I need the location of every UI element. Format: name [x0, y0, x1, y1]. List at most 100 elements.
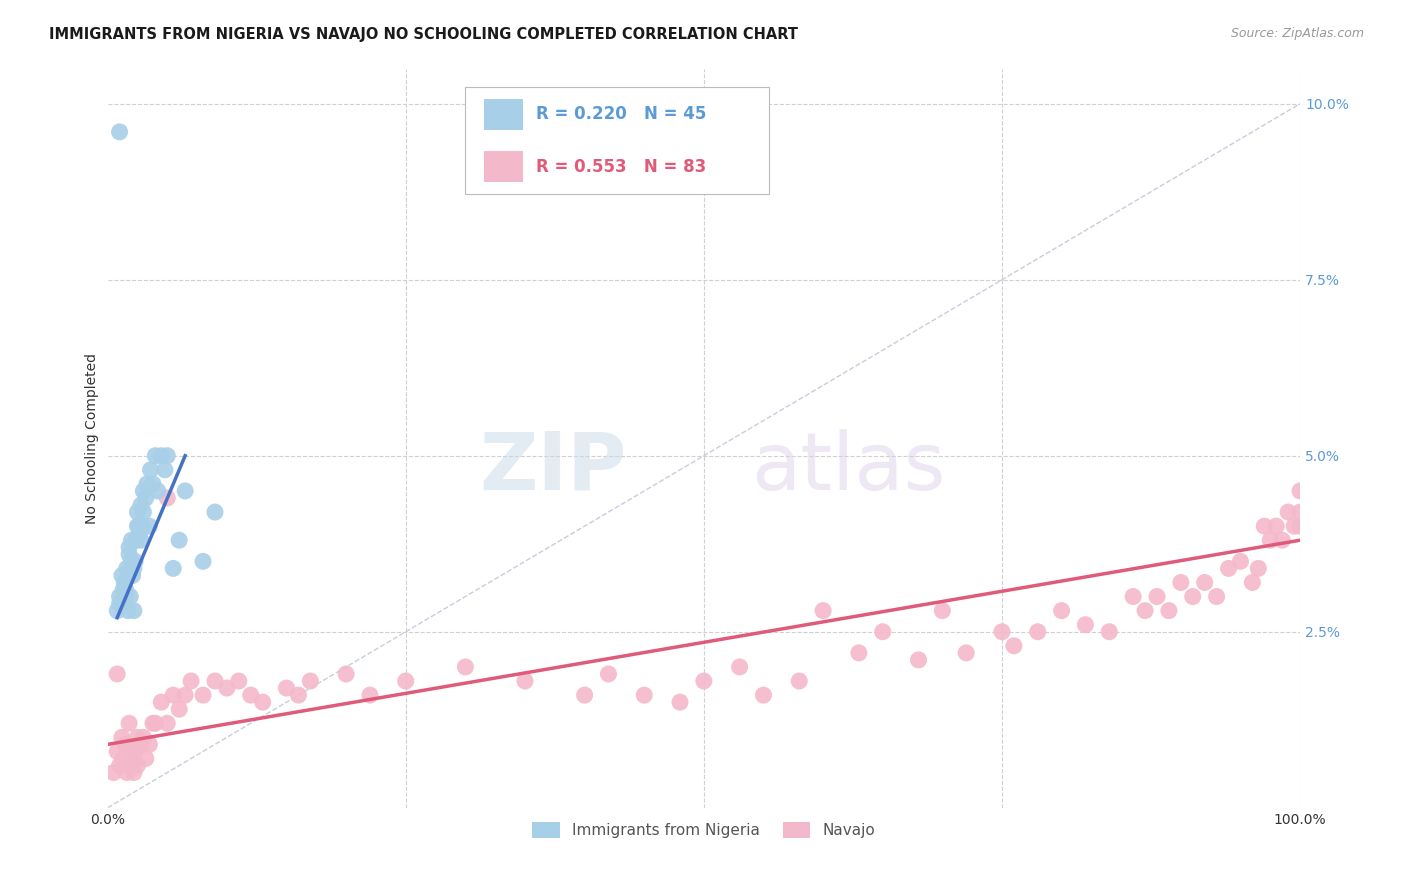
- Point: [111, 568, 134, 582]
- Point: [135, 751, 157, 765]
- Point: [1265, 519, 1288, 533]
- Point: [167, 533, 190, 548]
- Point: [1026, 624, 1049, 639]
- Point: [120, 590, 142, 604]
- Legend: Immigrants from Nigeria, Navajo: Immigrants from Nigeria, Navajo: [526, 816, 882, 845]
- Point: [132, 483, 155, 498]
- Point: [1241, 575, 1264, 590]
- Point: [122, 604, 145, 618]
- Point: [228, 673, 250, 688]
- Point: [728, 660, 751, 674]
- Point: [132, 731, 155, 745]
- Point: [127, 758, 149, 772]
- Point: [114, 590, 136, 604]
- Point: [139, 463, 162, 477]
- Point: [180, 673, 202, 688]
- Point: [127, 731, 149, 745]
- Point: [191, 554, 214, 568]
- Point: [115, 561, 138, 575]
- Point: [128, 526, 150, 541]
- Point: [124, 554, 146, 568]
- Point: [1289, 505, 1312, 519]
- Y-axis label: No Schooling Completed: No Schooling Completed: [86, 352, 100, 524]
- Point: [142, 476, 165, 491]
- Point: [287, 688, 309, 702]
- Point: [1282, 519, 1305, 533]
- Point: [108, 590, 131, 604]
- Point: [131, 519, 153, 533]
- Point: [121, 568, 143, 582]
- Point: [752, 688, 775, 702]
- Point: [162, 561, 184, 575]
- Point: [105, 604, 128, 618]
- Point: [162, 688, 184, 702]
- Point: [108, 758, 131, 772]
- Point: [359, 688, 381, 702]
- Point: [132, 505, 155, 519]
- Text: R = 0.220   N = 45: R = 0.220 N = 45: [536, 105, 706, 123]
- Point: [1181, 590, 1204, 604]
- Point: [143, 449, 166, 463]
- Point: [127, 505, 149, 519]
- FancyBboxPatch shape: [485, 99, 523, 130]
- Point: [215, 681, 238, 695]
- Text: IMMIGRANTS FROM NIGERIA VS NAVAJO NO SCHOOLING COMPLETED CORRELATION CHART: IMMIGRANTS FROM NIGERIA VS NAVAJO NO SCH…: [49, 27, 799, 42]
- Point: [1133, 604, 1156, 618]
- Point: [114, 738, 136, 752]
- Point: [335, 667, 357, 681]
- Point: [276, 681, 298, 695]
- Point: [112, 751, 135, 765]
- Point: [121, 533, 143, 548]
- Point: [252, 695, 274, 709]
- Point: [1205, 590, 1227, 604]
- Point: [1289, 519, 1312, 533]
- Point: [150, 695, 173, 709]
- Text: R = 0.553   N = 83: R = 0.553 N = 83: [536, 158, 706, 176]
- Point: [125, 533, 148, 548]
- Point: [1218, 561, 1240, 575]
- Point: [454, 660, 477, 674]
- Point: [848, 646, 870, 660]
- Point: [112, 575, 135, 590]
- Point: [156, 716, 179, 731]
- Point: [239, 688, 262, 702]
- Point: [513, 673, 536, 688]
- Point: [955, 646, 977, 660]
- Point: [1271, 533, 1294, 548]
- Point: [115, 765, 138, 780]
- Point: [204, 673, 226, 688]
- Point: [1229, 554, 1251, 568]
- Point: [129, 498, 152, 512]
- Point: [118, 716, 141, 731]
- Text: ZIP: ZIP: [479, 429, 626, 507]
- Point: [121, 554, 143, 568]
- Text: atlas: atlas: [752, 429, 946, 507]
- Point: [138, 519, 160, 533]
- Text: Source: ZipAtlas.com: Source: ZipAtlas.com: [1230, 27, 1364, 40]
- Point: [872, 624, 894, 639]
- Point: [669, 695, 692, 709]
- Point: [907, 653, 929, 667]
- Point: [121, 758, 143, 772]
- Point: [1277, 505, 1299, 519]
- Point: [124, 744, 146, 758]
- Point: [395, 673, 418, 688]
- Point: [931, 604, 953, 618]
- Point: [146, 483, 169, 498]
- Point: [122, 561, 145, 575]
- Point: [112, 582, 135, 597]
- Point: [136, 476, 159, 491]
- Point: [111, 731, 134, 745]
- Point: [1289, 483, 1312, 498]
- Point: [1157, 604, 1180, 618]
- Point: [117, 604, 139, 618]
- Point: [991, 624, 1014, 639]
- Point: [114, 582, 136, 597]
- Point: [787, 673, 810, 688]
- Point: [174, 483, 197, 498]
- Point: [105, 667, 128, 681]
- Point: [129, 533, 152, 548]
- Point: [191, 688, 214, 702]
- Point: [1253, 519, 1275, 533]
- Point: [1247, 561, 1270, 575]
